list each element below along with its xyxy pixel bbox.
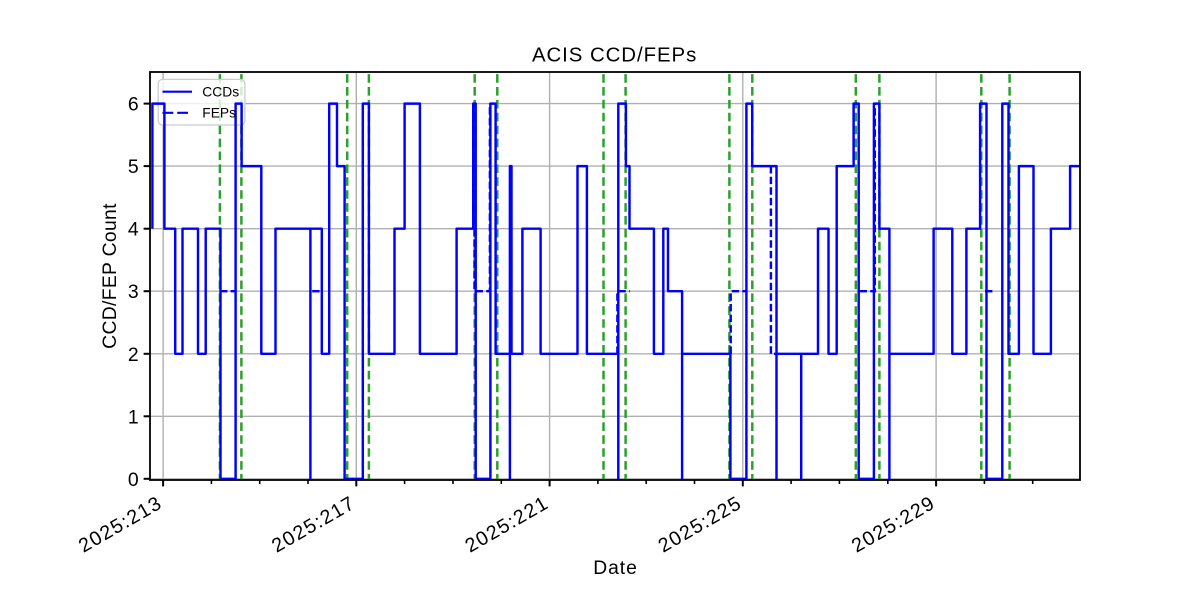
svg-text:1: 1 xyxy=(128,406,139,428)
svg-text:2: 2 xyxy=(128,344,139,366)
svg-text:ACIS CCD/FEPs: ACIS CCD/FEPs xyxy=(532,45,697,67)
svg-text:6: 6 xyxy=(128,94,139,116)
svg-text:3: 3 xyxy=(128,281,139,303)
svg-text:Date: Date xyxy=(593,558,638,579)
svg-text:CCDs: CCDs xyxy=(202,84,239,99)
svg-text:0: 0 xyxy=(128,469,139,491)
svg-text:5: 5 xyxy=(128,156,139,178)
svg-text:4: 4 xyxy=(128,219,139,241)
svg-text:FEPs: FEPs xyxy=(202,106,236,121)
svg-text:CCD/FEP Count: CCD/FEP Count xyxy=(100,203,121,349)
